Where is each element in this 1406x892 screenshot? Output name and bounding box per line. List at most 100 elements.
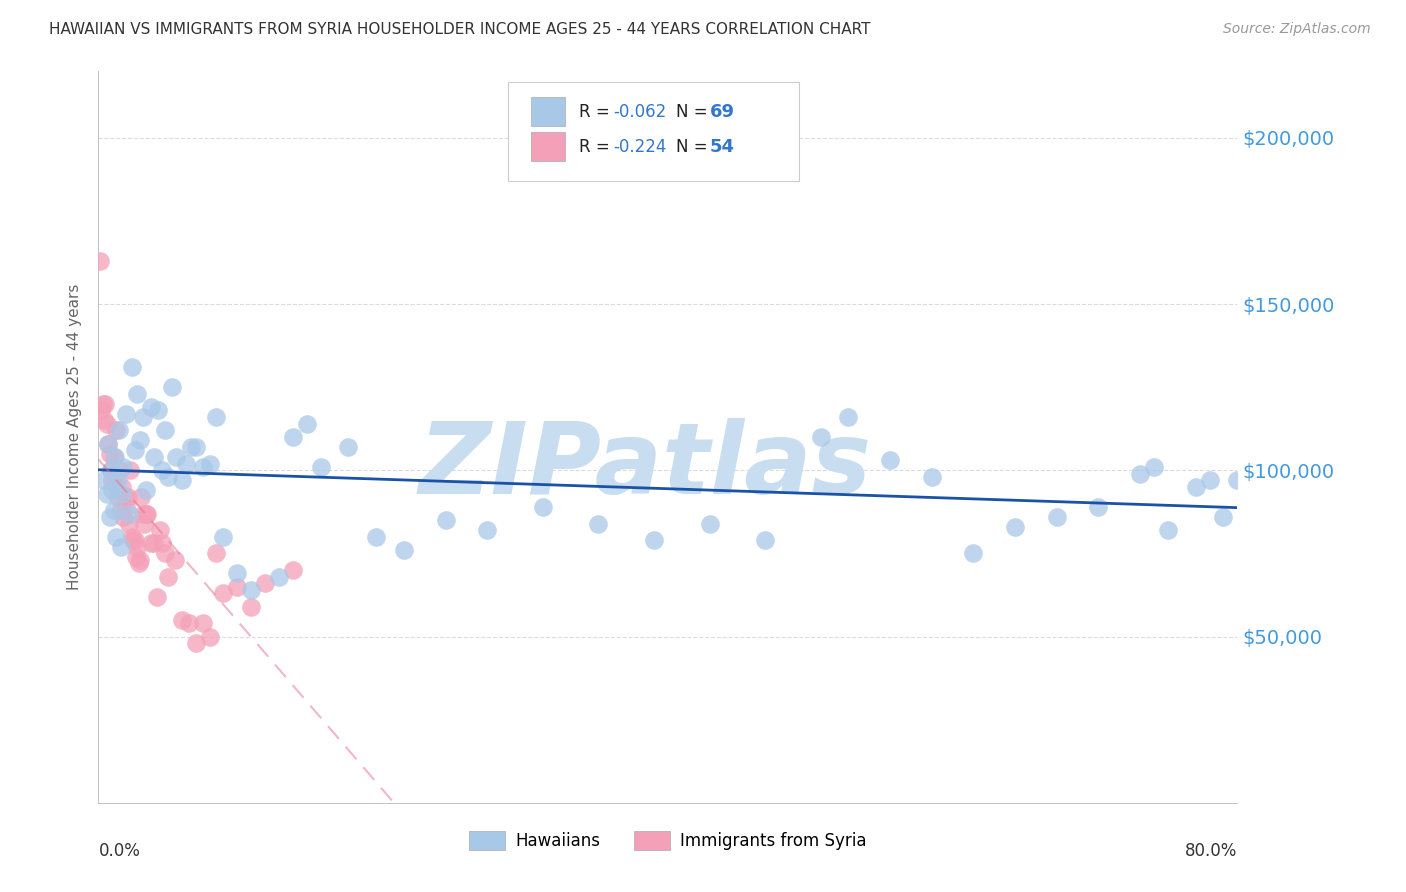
- Point: [643, 533, 665, 548]
- Point: [205, 546, 228, 560]
- Text: 80.0%: 80.0%: [1185, 842, 1237, 860]
- Point: [129, 434, 152, 448]
- Point: [103, 450, 125, 464]
- Point: [100, 463, 122, 477]
- Point: [184, 440, 207, 454]
- Point: [754, 533, 776, 548]
- Point: [110, 540, 132, 554]
- Point: [295, 417, 318, 431]
- Point: [281, 563, 304, 577]
- Point: [198, 457, 221, 471]
- Point: [111, 486, 134, 500]
- FancyBboxPatch shape: [531, 97, 565, 127]
- Point: [156, 570, 179, 584]
- Point: [115, 407, 138, 421]
- Point: [392, 543, 415, 558]
- Point: [212, 530, 235, 544]
- Point: [145, 590, 167, 604]
- Point: [122, 533, 145, 548]
- Point: [226, 566, 249, 581]
- Point: [143, 536, 166, 550]
- Point: [134, 516, 156, 531]
- Point: [93, 413, 115, 427]
- Point: [107, 490, 129, 504]
- Point: [170, 473, 193, 487]
- Point: [191, 460, 214, 475]
- Point: [112, 460, 135, 475]
- Point: [97, 436, 120, 450]
- Point: [132, 410, 155, 425]
- Text: R =: R =: [579, 137, 614, 156]
- Point: [588, 516, 610, 531]
- Point: [146, 403, 169, 417]
- Point: [91, 397, 114, 411]
- Text: N =: N =: [676, 103, 713, 120]
- Point: [434, 513, 457, 527]
- Point: [170, 613, 193, 627]
- Point: [105, 530, 128, 544]
- Point: [93, 473, 115, 487]
- Point: [1157, 523, 1180, 537]
- Text: Source: ZipAtlas.com: Source: ZipAtlas.com: [1223, 22, 1371, 37]
- Point: [112, 509, 135, 524]
- Point: [226, 580, 249, 594]
- Point: [120, 463, 142, 477]
- Point: [163, 553, 186, 567]
- Point: [118, 507, 141, 521]
- Point: [531, 500, 554, 514]
- Point: [1004, 520, 1026, 534]
- Point: [810, 430, 832, 444]
- Point: [1087, 500, 1109, 514]
- FancyBboxPatch shape: [509, 82, 799, 181]
- Point: [150, 536, 173, 550]
- Point: [141, 536, 163, 550]
- Point: [127, 540, 149, 554]
- Text: 0.0%: 0.0%: [98, 842, 141, 860]
- Point: [98, 447, 121, 461]
- Point: [309, 460, 332, 475]
- Point: [111, 480, 134, 494]
- Point: [115, 500, 138, 514]
- Point: [135, 483, 157, 498]
- Point: [132, 507, 155, 521]
- Text: -0.062: -0.062: [613, 103, 666, 120]
- Point: [150, 463, 173, 477]
- Point: [97, 436, 120, 450]
- Point: [121, 530, 143, 544]
- Point: [114, 490, 136, 504]
- Point: [136, 507, 159, 521]
- Point: [1046, 509, 1069, 524]
- Point: [124, 533, 146, 548]
- Point: [127, 387, 149, 401]
- Point: [101, 483, 124, 498]
- Point: [165, 450, 187, 464]
- Point: [141, 400, 163, 414]
- Point: [1129, 467, 1152, 481]
- Point: [104, 476, 127, 491]
- Point: [281, 430, 304, 444]
- Point: [191, 616, 214, 631]
- Point: [174, 457, 197, 471]
- Point: [131, 490, 153, 504]
- Point: [94, 397, 117, 411]
- Point: [921, 470, 943, 484]
- Point: [180, 440, 202, 454]
- Point: [108, 424, 131, 438]
- Point: [105, 424, 128, 438]
- Legend: Hawaiians, Immigrants from Syria: Hawaiians, Immigrants from Syria: [463, 824, 873, 856]
- Point: [1184, 480, 1206, 494]
- Point: [699, 516, 721, 531]
- Point: [98, 509, 121, 524]
- Point: [148, 523, 170, 537]
- Point: [879, 453, 901, 467]
- Point: [212, 586, 235, 600]
- Point: [90, 403, 112, 417]
- Point: [124, 443, 146, 458]
- Text: N =: N =: [676, 137, 713, 156]
- Point: [125, 549, 148, 564]
- Text: ZIPatlas: ZIPatlas: [419, 417, 872, 515]
- Text: HAWAIIAN VS IMMIGRANTS FROM SYRIA HOUSEHOLDER INCOME AGES 25 - 44 YEARS CORRELAT: HAWAIIAN VS IMMIGRANTS FROM SYRIA HOUSEH…: [49, 22, 870, 37]
- Point: [108, 463, 131, 477]
- Point: [101, 473, 124, 487]
- Point: [118, 516, 141, 531]
